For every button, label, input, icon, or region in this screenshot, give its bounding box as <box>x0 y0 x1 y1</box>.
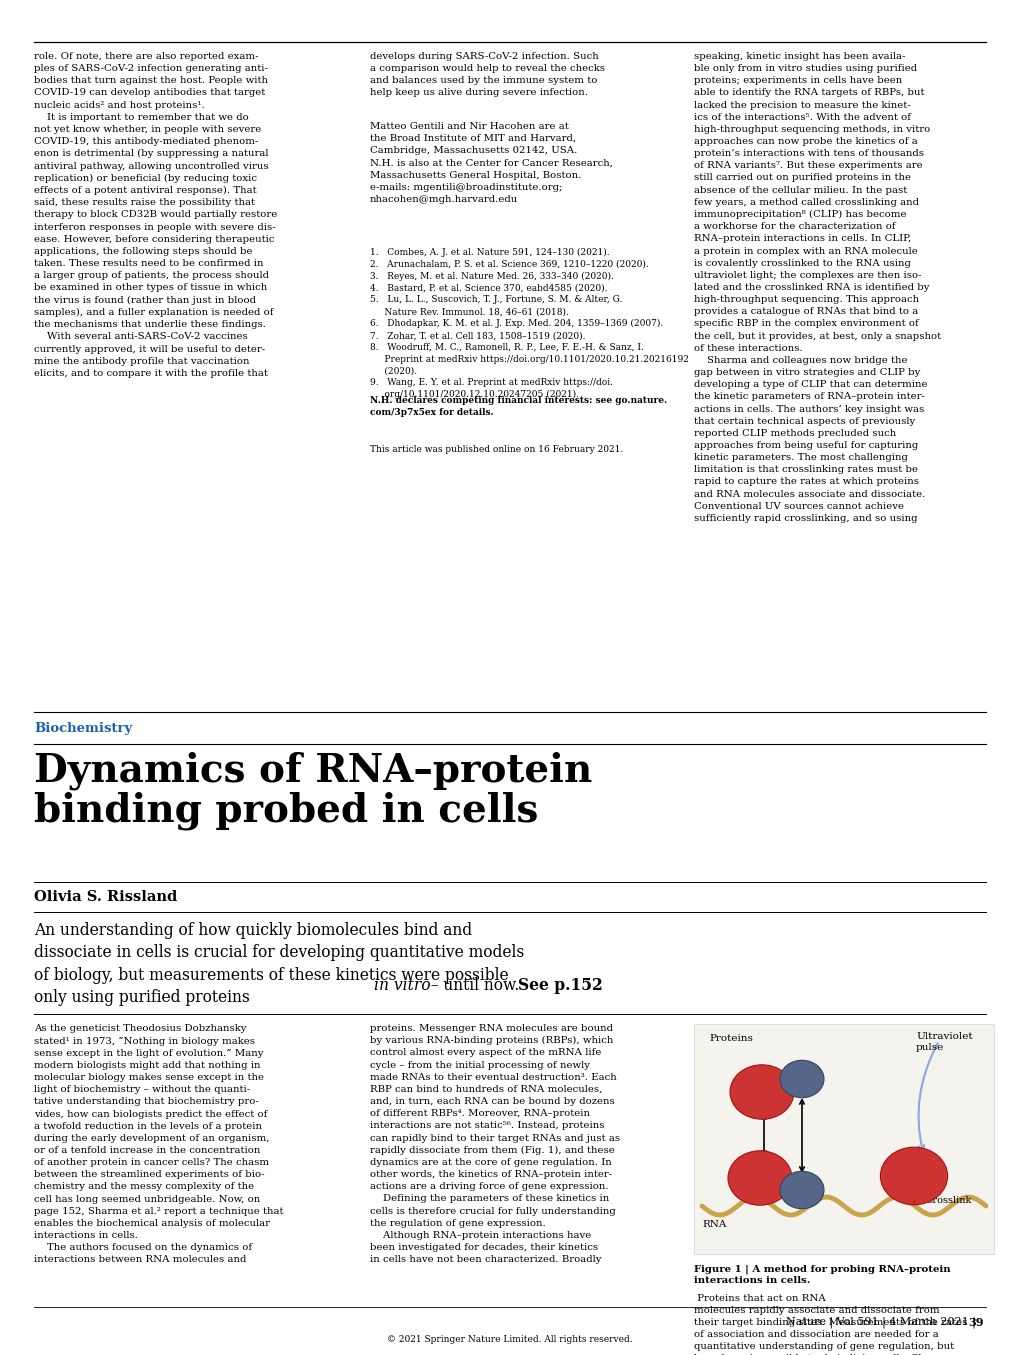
Text: Nature | Vol 591 | 4 March 2021 |: Nature | Vol 591 | 4 March 2021 | <box>785 1317 985 1328</box>
Text: This article was published online on 16 February 2021.: This article was published online on 16 … <box>370 444 623 454</box>
Ellipse shape <box>879 1148 947 1205</box>
Text: An understanding of how quickly biomolecules bind and
dissociate in cells is cru: An understanding of how quickly biomolec… <box>34 921 524 1007</box>
Text: See p.152: See p.152 <box>518 977 602 995</box>
Ellipse shape <box>780 1061 823 1098</box>
Text: 1.   Combes, A. J. et al. Nature 591, 124–130 (2021).
2.   Arunachalam, P. S. et: 1. Combes, A. J. et al. Nature 591, 124–… <box>370 248 688 400</box>
Text: Crosslink: Crosslink <box>925 1196 971 1205</box>
Text: As the geneticist Theodosius Dobzhansky
stated¹ in 1973, “Nothing in biology mak: As the geneticist Theodosius Dobzhansky … <box>34 1024 283 1264</box>
FancyBboxPatch shape <box>693 1024 994 1253</box>
Text: N.H. declares competing financial interests: see go.nature.
com/3p7x5ex for deta: N.H. declares competing financial intere… <box>370 396 666 417</box>
Ellipse shape <box>730 1065 793 1119</box>
Text: RNA: RNA <box>701 1220 726 1229</box>
Text: Biochemistry: Biochemistry <box>34 722 132 734</box>
Ellipse shape <box>780 1171 823 1209</box>
Text: Dynamics of RNA–protein
binding probed in cells: Dynamics of RNA–protein binding probed i… <box>34 752 592 831</box>
Text: Matteo Gentili and Nir Hacohen are at
the Broad Institute of MIT and Harvard,
Ca: Matteo Gentili and Nir Hacohen are at th… <box>370 122 612 203</box>
Text: Proteins: Proteins <box>708 1034 752 1043</box>
Text: Figure 1 | A method for probing RNA–protein
interactions in cells.: Figure 1 | A method for probing RNA–prot… <box>693 1264 950 1286</box>
Text: 39: 39 <box>968 1317 983 1328</box>
Text: proteins. Messenger RNA molecules are bound
by various RNA-binding proteins (RBP: proteins. Messenger RNA molecules are bo… <box>370 1024 620 1264</box>
Text: Proteins that act on RNA
molecules rapidly associate and dissociate from
their t: Proteins that act on RNA molecules rapid… <box>693 1294 966 1355</box>
Text: develops during SARS-CoV-2 infection. Such
a comparison would help to reveal the: develops during SARS-CoV-2 infection. Su… <box>370 51 604 98</box>
Text: speaking, kinetic insight has been availa-
ble only from in vitro studies using : speaking, kinetic insight has been avail… <box>693 51 941 523</box>
Text: © 2021 Springer Nature Limited. All rights reserved.: © 2021 Springer Nature Limited. All righ… <box>387 1335 632 1344</box>
Text: role. Of note, there are also reported exam-
ples of SARS-CoV-2 infection genera: role. Of note, there are also reported e… <box>34 51 277 378</box>
Text: – until now.: – until now. <box>426 977 524 995</box>
Ellipse shape <box>728 1150 791 1205</box>
Text: Olivia S. Rissland: Olivia S. Rissland <box>34 890 177 904</box>
Text: in vitro: in vitro <box>374 977 430 995</box>
Text: Ultraviolet
pulse: Ultraviolet pulse <box>915 1033 972 1051</box>
